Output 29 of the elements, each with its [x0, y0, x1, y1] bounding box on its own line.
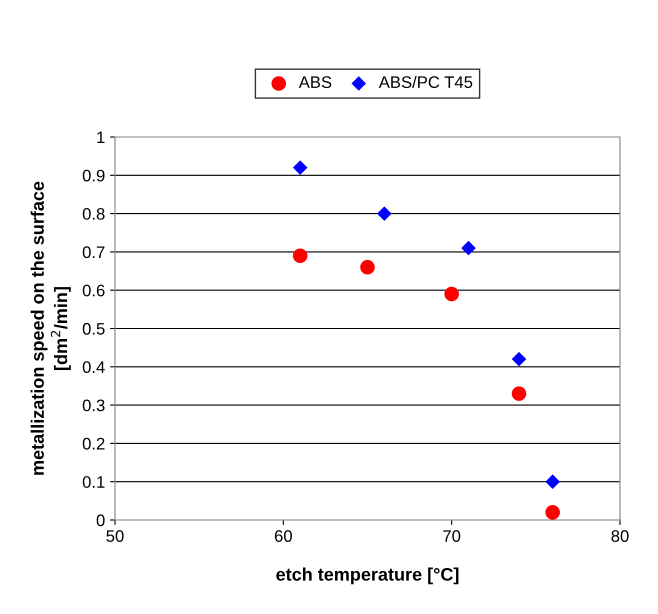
- point: [444, 286, 459, 302]
- point: [545, 505, 560, 520]
- y-tick-label: 0.2: [82, 438, 104, 450]
- y-tick-label: 0.5: [82, 322, 105, 335]
- y-tick-label: 0.8: [82, 208, 105, 220]
- y-tick-label: 0: [96, 514, 105, 526]
- point: [377, 206, 392, 221]
- point: [292, 248, 308, 264]
- x-axis-title: etch temperature [°C]: [276, 567, 458, 584]
- x-tick-label: 60: [274, 530, 292, 542]
- y-tick-label: 0.7: [82, 246, 104, 258]
- x-tick-label: 80: [611, 530, 629, 542]
- legend-label: ABS: [298, 76, 332, 88]
- y-tick-label: 0.4: [82, 361, 105, 374]
- point: [292, 160, 308, 175]
- point: [512, 386, 526, 401]
- legend-label: ABS/PC T45: [378, 76, 472, 88]
- y-tick-label: 0.6: [82, 284, 105, 296]
- y-tick-label: 0.3: [82, 400, 105, 412]
- point: [512, 352, 526, 366]
- point: [545, 474, 560, 489]
- y-tick-label: 0.9: [82, 170, 104, 182]
- y-tick-label: 1: [97, 132, 104, 144]
- y-axis-title: metallization speed on the surface [dm$^{2}$/min]: [30, 182, 71, 475]
- x-tick-label: 70: [443, 530, 460, 542]
- point: [461, 240, 476, 256]
- x-tick-label: 50: [106, 530, 124, 542]
- point: [360, 260, 375, 275]
- y-tick-label: 0.1: [82, 476, 104, 488]
